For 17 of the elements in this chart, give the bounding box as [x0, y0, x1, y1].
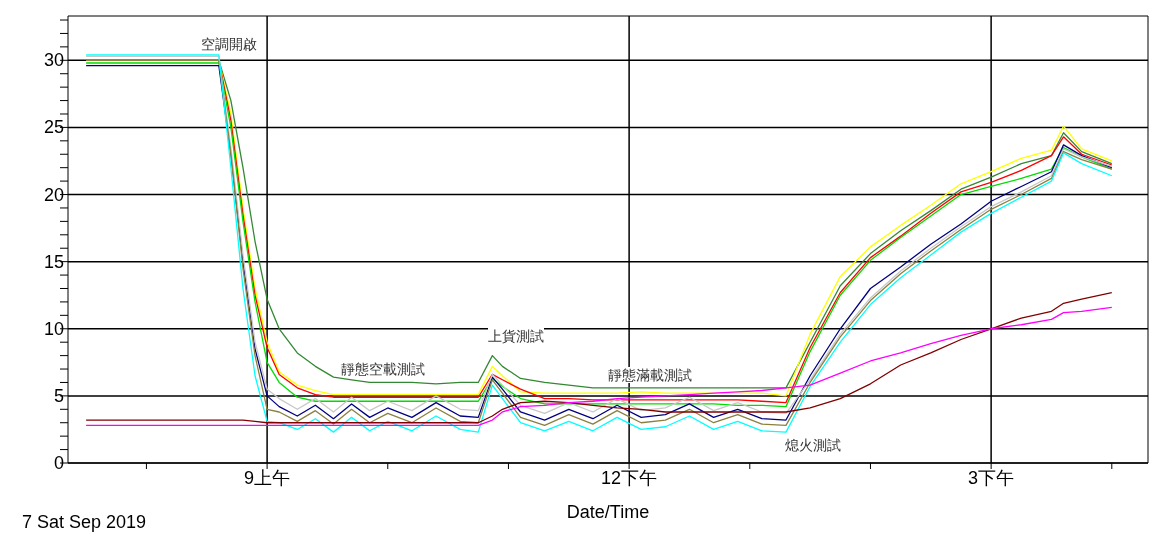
x-tick-label: 9上午: [244, 467, 291, 488]
x-tick-label: 12下午: [601, 467, 658, 488]
annotation: 空調開啟: [201, 36, 257, 52]
text: 7 Sat Sep 2019: [22, 512, 147, 532]
annotation: 靜態滿載測試: [608, 367, 692, 383]
x-axis-title: Date/Time: [566, 502, 650, 522]
y-tick-label: 5: [53, 384, 64, 407]
y-tick-label: 25: [43, 116, 64, 139]
annotation: 靜態空載測試: [341, 361, 425, 377]
x-tick-label: 3下午: [968, 467, 1015, 488]
y-tick-label: 15: [43, 250, 64, 273]
y-tick-label: 20: [43, 183, 64, 206]
annotation: 上貨測試: [488, 328, 544, 344]
y-tick-label: 0: [53, 452, 64, 474]
annotation: 熄火測試: [785, 437, 841, 453]
y-tick-label: 10: [43, 317, 64, 340]
y-tick-label: 30: [43, 49, 64, 72]
